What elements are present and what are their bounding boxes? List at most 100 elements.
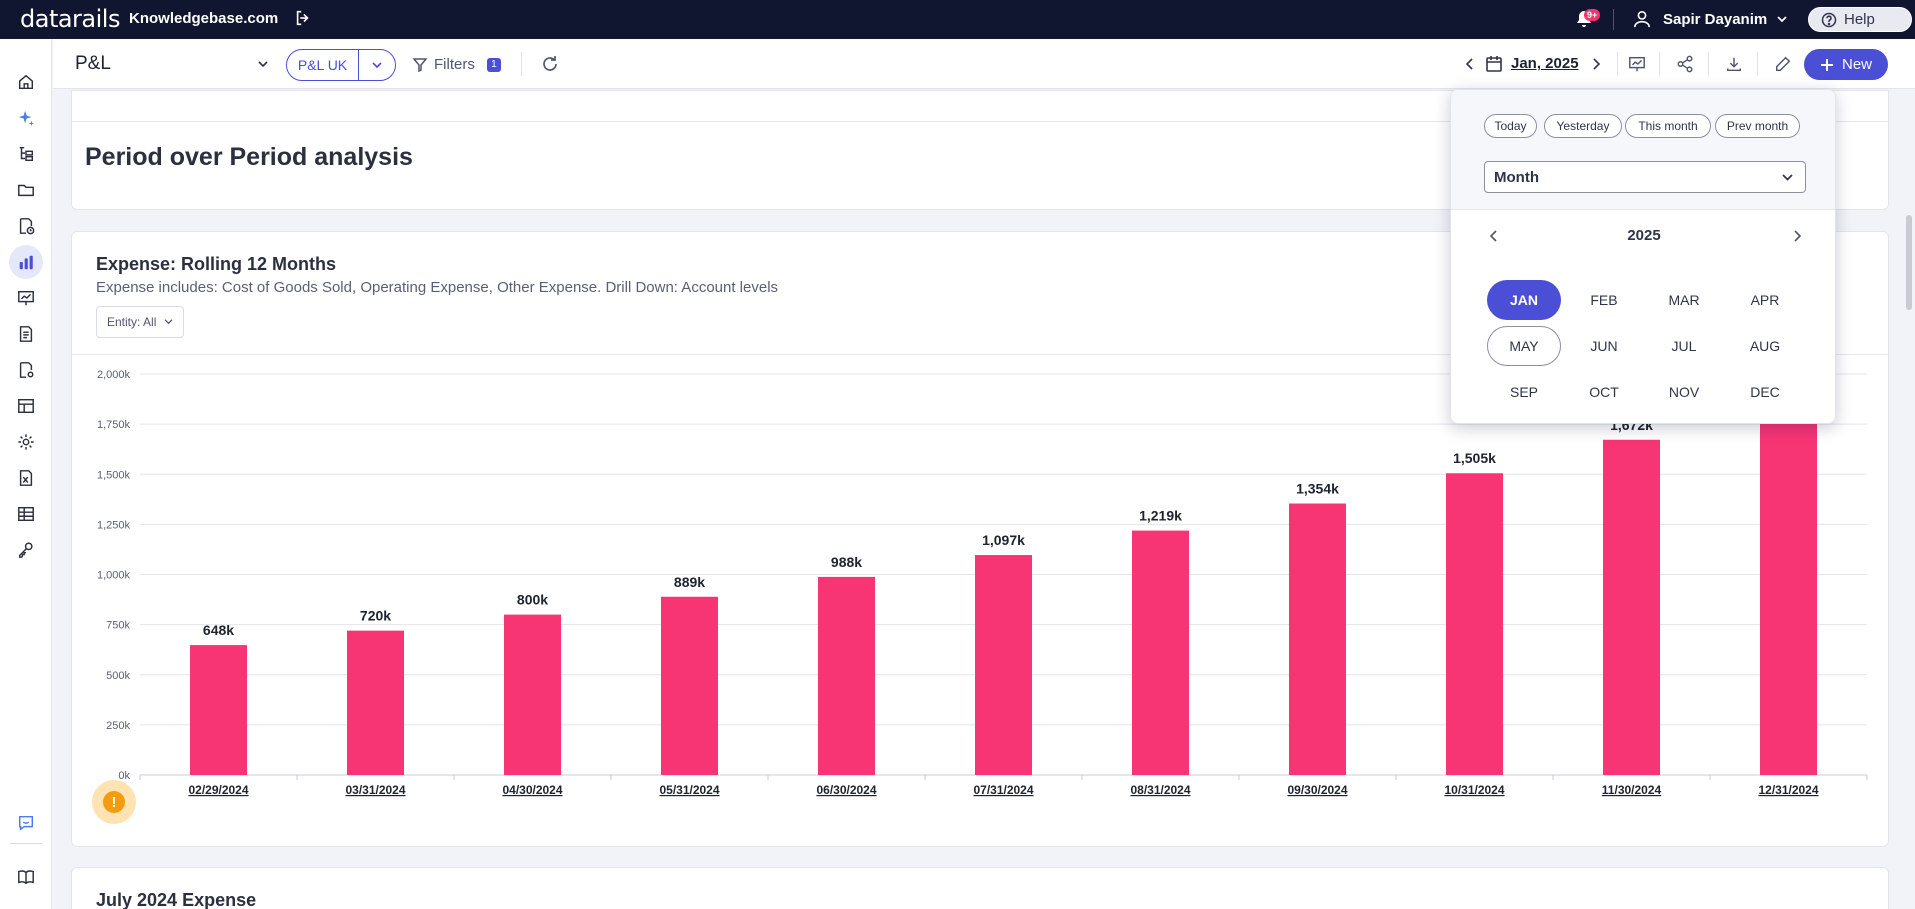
date-selector[interactable]: Jan, 2025	[1511, 55, 1579, 72]
x-tick-label[interactable]: 12/31/2024	[1758, 783, 1818, 797]
sidebar-item-tables[interactable]	[9, 497, 43, 531]
sidebar-divider	[10, 843, 42, 844]
switch-workspace-icon[interactable]	[294, 9, 312, 27]
month-jul[interactable]: JUL	[1671, 338, 1697, 354]
chevron-left-icon[interactable]	[1465, 57, 1475, 71]
chevron-down-icon[interactable]	[1776, 14, 1788, 24]
bar-chart-icon	[19, 255, 33, 270]
section-title: Period over Period analysis	[85, 143, 413, 171]
x-tick-label[interactable]: 09/30/2024	[1287, 783, 1347, 797]
help-button[interactable]: Help	[1808, 7, 1912, 32]
pl-uk-dropdown[interactable]	[359, 50, 395, 80]
pl-uk-label[interactable]: P&L UK	[287, 50, 359, 80]
month-apr[interactable]: APR	[1750, 292, 1780, 308]
y-tick-label: 1,750k	[97, 419, 131, 431]
date-picker-popup: Today Yesterday This month Prev month Mo…	[1450, 89, 1836, 424]
notifications-badge: 9+	[1584, 9, 1601, 21]
sidebar-item-docs[interactable]	[9, 860, 43, 894]
month-nov[interactable]: NOV	[1668, 384, 1700, 400]
download-button[interactable]	[1723, 53, 1745, 75]
sidebar-item-settings-file[interactable]	[9, 353, 43, 387]
chat-icon	[18, 815, 34, 831]
x-tick-label[interactable]: 11/30/2024	[1602, 783, 1662, 797]
x-tick-label[interactable]: 08/31/2024	[1130, 783, 1190, 797]
sidebar-item-hierarchy[interactable]	[9, 137, 43, 171]
month-feb[interactable]: FEB	[1590, 292, 1618, 308]
bar[interactable]	[190, 645, 247, 775]
warning-button[interactable]: !	[92, 780, 136, 824]
chevron-down-icon[interactable]	[257, 60, 269, 69]
bar[interactable]	[1132, 530, 1189, 775]
refresh-icon[interactable]	[540, 54, 560, 74]
month-may[interactable]: MAY	[1487, 326, 1561, 366]
sidebar-item-ai[interactable]	[9, 101, 43, 135]
entity-filter-dropdown[interactable]: Entity: All	[96, 306, 185, 338]
user-name[interactable]: Sapir Dayanim	[1663, 11, 1768, 28]
pl-uk-selector[interactable]: P&L UK	[286, 49, 396, 81]
chevron-right-icon[interactable]	[1791, 229, 1803, 243]
filters-button[interactable]: Filters 1	[412, 56, 501, 73]
bar[interactable]	[1603, 439, 1660, 775]
y-tick-label: 250k	[106, 720, 130, 732]
sidebar-item-excel[interactable]	[9, 461, 43, 495]
page-scrollbar[interactable]	[1906, 215, 1912, 310]
bar[interactable]	[347, 630, 404, 775]
expense-bar-chart: 0k 250k 500k 750k 1,000k 1,250k 1,500k 1,750k 2,…	[97, 369, 1868, 797]
chip-prev-month[interactable]: Prev month	[1715, 114, 1800, 138]
datarails-logo[interactable]: datarails	[20, 5, 120, 33]
bar[interactable]	[975, 555, 1032, 775]
x-tick-label[interactable]: 07/31/2024	[973, 783, 1033, 797]
bar[interactable]	[504, 614, 561, 775]
bar[interactable]	[1760, 422, 1817, 775]
x-tick-label[interactable]: 10/31/2024	[1444, 783, 1504, 797]
calendar-icon[interactable]	[1485, 55, 1503, 73]
sidebar-item-dashboards[interactable]	[9, 281, 43, 315]
topbar-divider	[1613, 9, 1614, 30]
chevron-down-icon	[1782, 174, 1793, 181]
month-mar[interactable]: MAR	[1668, 292, 1700, 308]
period-type-value: Month	[1494, 168, 1539, 186]
bar[interactable]	[1446, 473, 1503, 775]
x-tick-label[interactable]: 02/29/2024	[188, 783, 248, 797]
bar[interactable]	[661, 596, 718, 775]
sidebar-item-documents[interactable]	[9, 317, 43, 351]
sidebar-item-keys[interactable]	[9, 533, 43, 567]
folder-icon	[18, 184, 34, 197]
sidebar-item-layout[interactable]	[9, 389, 43, 423]
month-jan[interactable]: JAN	[1487, 280, 1561, 320]
sidebar-item-home[interactable]	[9, 65, 43, 99]
month-sep[interactable]: SEP	[1509, 384, 1538, 400]
month-jun[interactable]: JUN	[1590, 338, 1618, 354]
edit-button[interactable]	[1772, 53, 1794, 75]
share-button[interactable]	[1674, 53, 1696, 75]
sidebar-item-schedule[interactable]	[9, 209, 43, 243]
period-type-select[interactable]: Month	[1484, 161, 1806, 193]
bar[interactable]	[1289, 503, 1346, 775]
x-tick-label[interactable]: 06/30/2024	[816, 783, 876, 797]
sidebar-item-reports[interactable]	[9, 245, 43, 279]
chevron-right-icon[interactable]	[1591, 57, 1601, 71]
x-tick-label[interactable]: 04/30/2024	[502, 783, 562, 797]
left-sidebar	[0, 39, 52, 909]
present-button[interactable]	[1626, 53, 1648, 75]
chip-today[interactable]: Today	[1484, 114, 1537, 138]
y-tick-label: 1,250k	[97, 519, 131, 531]
chip-this-month[interactable]: This month	[1625, 114, 1711, 138]
sidebar-item-files[interactable]	[9, 173, 43, 207]
document-icon	[19, 326, 33, 342]
month-oct[interactable]: OCT	[1589, 384, 1619, 400]
x-tick-label[interactable]: 05/31/2024	[659, 783, 719, 797]
month-dec[interactable]: DEC	[1750, 384, 1780, 400]
hierarchy-icon	[19, 146, 34, 162]
chevron-down-icon	[372, 61, 382, 68]
new-button[interactable]: New	[1804, 49, 1888, 80]
month-aug[interactable]: AUG	[1749, 338, 1781, 354]
x-tick-label[interactable]: 03/31/2024	[345, 783, 405, 797]
warning-icon: !	[103, 791, 125, 813]
chip-yesterday[interactable]: Yesterday	[1544, 114, 1622, 138]
toolbar-divider	[1617, 52, 1618, 76]
sidebar-item-chat[interactable]	[9, 806, 43, 840]
sidebar-item-settings[interactable]	[9, 425, 43, 459]
bar[interactable]	[818, 576, 875, 775]
chevron-left-icon[interactable]	[1488, 229, 1500, 243]
